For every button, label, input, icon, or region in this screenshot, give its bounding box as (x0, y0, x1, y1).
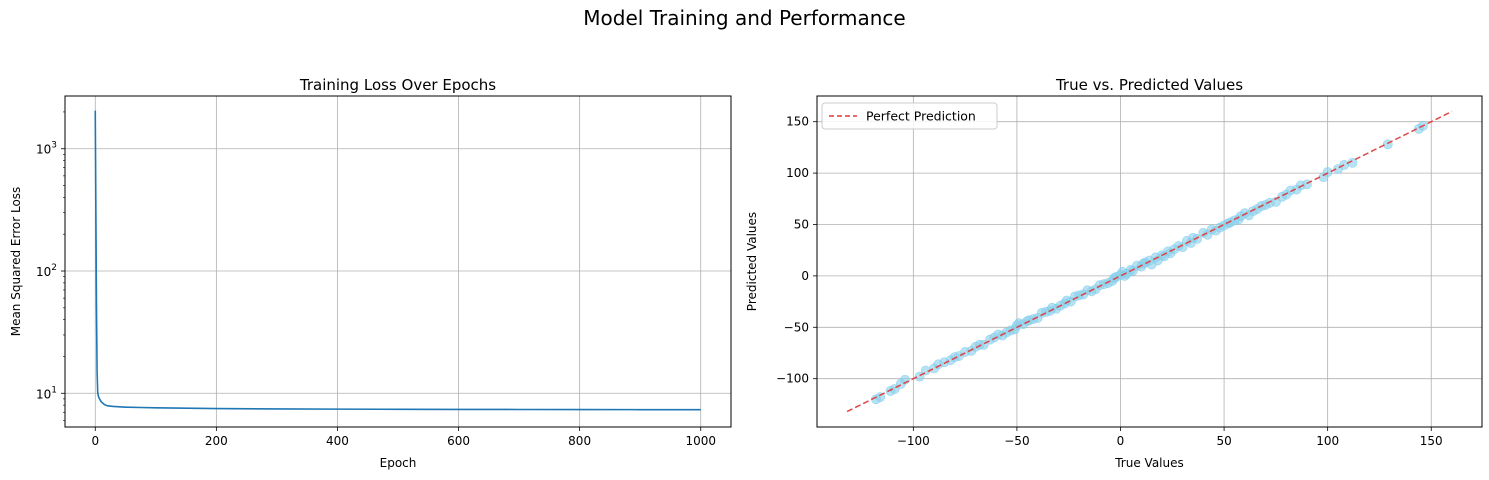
scatter-point (1192, 233, 1203, 244)
loss-chart-frame (64, 95, 732, 428)
x-tick-label: 150 (1420, 434, 1443, 448)
prediction-legend: Perfect Prediction (821, 102, 998, 130)
x-tick-label: −100 (897, 434, 930, 448)
y-tick-label: 150 (786, 115, 809, 129)
perfect-prediction-line (846, 110, 1453, 413)
y-tick-label: 101 (36, 385, 57, 401)
y-tick-label: −100 (776, 372, 809, 386)
x-tick-label: 400 (326, 434, 349, 448)
x-tick-label: 50 (1216, 434, 1231, 448)
x-tick-label: 800 (568, 434, 591, 448)
prediction-chart-title: True vs. Predicted Values (1055, 76, 1243, 94)
prediction-chart-ylabel: Predicted Values (745, 212, 759, 311)
prediction-chart-frame (816, 95, 1483, 428)
figure-suptitle: Model Training and Performance (583, 6, 905, 30)
loss-chart-title: Training Loss Over Epochs (299, 76, 496, 94)
prediction-chart-xlabel: True Values (1114, 456, 1184, 470)
y-tick-label: 50 (794, 217, 809, 231)
x-tick-label: 1000 (685, 434, 716, 448)
loss-chart-ylabel: Mean Squared Error Loss (9, 187, 23, 337)
legend-label-perfect-prediction: Perfect Prediction (866, 109, 976, 124)
x-tick-label: 0 (91, 434, 99, 448)
x-tick-label: 600 (447, 434, 470, 448)
x-tick-label: 0 (1117, 434, 1125, 448)
x-tick-label: 200 (205, 434, 228, 448)
y-tick-label: 0 (801, 269, 809, 283)
y-tick-label: 100 (786, 166, 809, 180)
y-tick-label: 103 (36, 141, 57, 157)
legend-frame (821, 102, 998, 130)
x-tick-label: −50 (1004, 434, 1029, 448)
prediction-chart: −100 −50 0 50 100 150 −100 −50 0 50 100 150 True vs… (745, 76, 1483, 470)
x-tick-label: 100 (1316, 434, 1339, 448)
y-tick-label: 102 (36, 263, 57, 279)
loss-series-line (94, 110, 701, 411)
y-tick-label: −50 (784, 320, 809, 334)
loss-chart: 0 200 400 600 800 1000 101 102 103 Training Loss… (9, 76, 732, 470)
loss-chart-xlabel: Epoch (380, 456, 417, 470)
